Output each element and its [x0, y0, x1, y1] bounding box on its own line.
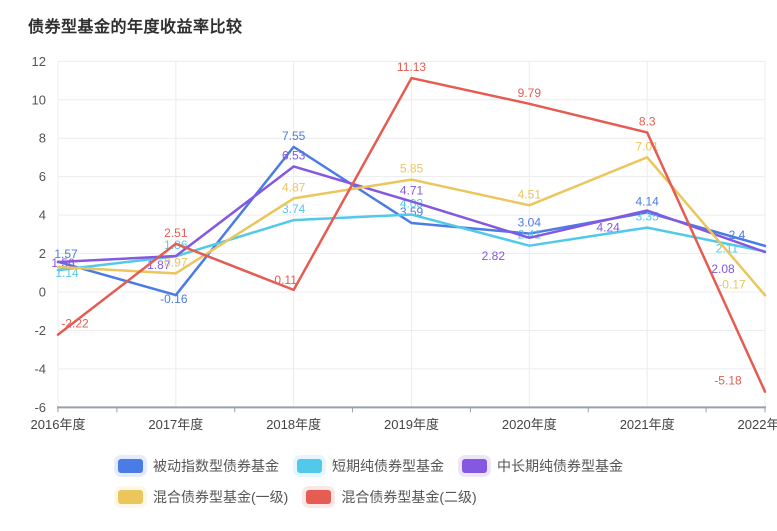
series-labels-4: -2.22 2.51 0.11 11.13 9.79 8.3 -5.18: [61, 60, 742, 388]
data-point-label: 3.04: [518, 216, 542, 230]
legend-item-4[interactable]: 混合债券型基金(二级): [306, 487, 477, 507]
legend-swatch-icon: [297, 459, 322, 473]
y-tick-label: -4: [34, 361, 46, 376]
data-point-label: 4.24: [596, 220, 620, 234]
series-line-3[interactable]: [56, 156, 767, 297]
x-tick-label: 2021年度: [620, 417, 675, 432]
x-tick-label: 2022年度: [738, 417, 777, 432]
y-tick-label: -2: [34, 323, 46, 338]
data-point-label: 2.08: [711, 262, 735, 276]
x-tick-label: 2017年度: [148, 417, 203, 432]
data-point-label: 7.01: [635, 139, 659, 153]
data-point-label: 0.11: [274, 273, 297, 287]
series-line-2[interactable]: [56, 165, 767, 264]
legend-row-2: 混合债券型基金(一级) 混合债券型基金(二级): [118, 487, 623, 507]
legend-label: 短期纯债券型基金: [332, 458, 444, 474]
data-point-label: 2.4: [729, 228, 746, 242]
y-tick-label: 10: [32, 92, 46, 107]
data-point-label: 2.41: [518, 228, 542, 242]
x-tick-label: 2018年度: [266, 417, 321, 432]
legend-swatch-icon: [118, 459, 143, 473]
data-point-label: 2.11: [716, 241, 739, 255]
y-tick-label: 8: [39, 131, 46, 146]
legend-item-0[interactable]: 被动指数型债券基金: [118, 456, 279, 476]
legend-swatch-icon: [306, 490, 332, 504]
x-axis: [57, 406, 766, 413]
data-point-label: 5.85: [400, 162, 424, 176]
y-tick-label: 6: [39, 169, 46, 184]
data-point-label: 8.3: [639, 114, 656, 128]
series-line-0[interactable]: [56, 145, 767, 297]
data-point-label: 4.51: [518, 187, 542, 201]
data-point-label: 1.14: [55, 266, 79, 280]
x-tick-label: 2016年度: [31, 417, 86, 432]
legend-swatch-icon: [462, 459, 487, 473]
legend-label: 混合债券型基金(二级): [341, 489, 477, 505]
series-labels-0: 1.57-0.167.553.593.044.142.4: [54, 129, 745, 306]
data-point-label: 1.57: [54, 247, 78, 261]
x-tick-label: 2019年度: [384, 417, 439, 432]
data-point-label: 9.79: [518, 86, 542, 100]
data-point-label: 11.13: [397, 60, 426, 74]
data-point-label: 4.71: [400, 183, 424, 197]
x-tick-label: 2020年度: [502, 417, 557, 432]
data-point-label: -2.22: [61, 317, 89, 331]
legend-swatch-icon: [118, 490, 143, 504]
data-point-label: 6.53: [282, 148, 306, 162]
legend-item-1[interactable]: 短期纯债券型基金: [297, 456, 444, 476]
data-point-label: 7.55: [282, 129, 306, 143]
series-line-4[interactable]: [56, 76, 767, 393]
legend-label: 中长期纯债券型基金: [497, 458, 623, 474]
legend-item-3[interactable]: 混合债券型基金(一级): [118, 487, 288, 507]
chart-title: 债券型基金的年度收益率比较: [28, 19, 243, 36]
series-labels-3: 0.97 4.87 5.85 4.51 7.01 -0.17: [164, 139, 746, 291]
y-tick-label: 0: [39, 285, 46, 300]
legend-row-1: 被动指数型债券基金 短期纯债券型基金 中长期纯债券型基金: [118, 456, 623, 476]
gridlines: [57, 60, 766, 408]
x-axis-tick-labels: 2016年度 2017年度 2018年度 2019年度 2020年度 2021年度 2022…: [31, 417, 777, 432]
legend-item-2[interactable]: 中长期纯债券型基金: [462, 456, 623, 476]
data-point-label: 3.74: [282, 202, 306, 216]
y-tick-label: 12: [32, 54, 46, 69]
data-point-label: 0.97: [164, 255, 188, 269]
data-point-label: -0.16: [160, 292, 188, 306]
y-tick-label: 2: [39, 246, 46, 261]
data-point-label: 4.14: [635, 194, 659, 208]
legend-label: 被动指数型债券基金: [153, 458, 279, 474]
y-tick-label: 4: [39, 208, 46, 223]
data-point-label: 4.87: [282, 180, 306, 194]
y-tick-label: -6: [34, 400, 46, 415]
data-point-label: -5.18: [714, 374, 742, 388]
legend-label: 混合债券型基金(一级): [153, 489, 289, 505]
data-point-label: 2.51: [164, 226, 188, 240]
data-point-label: -0.17: [718, 277, 746, 291]
y-axis-tick-labels: -6 -4 -2 0 2 4 6 8 10 12: [32, 54, 46, 415]
chart-legend: 被动指数型债券基金 短期纯债券型基金 中长期纯债券型基金 混合债券型基金(一级) 混合…: [118, 456, 623, 507]
data-point-label: 2.82: [482, 249, 506, 263]
